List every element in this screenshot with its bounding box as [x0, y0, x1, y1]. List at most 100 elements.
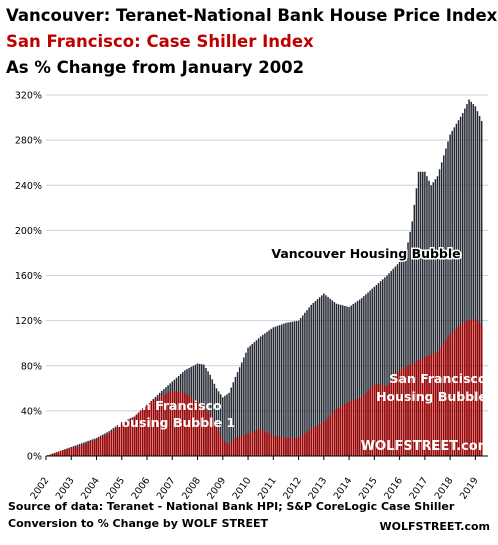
san-francisco-bar	[346, 402, 348, 456]
san-francisco-bar	[470, 319, 472, 456]
san-francisco-bar	[186, 394, 188, 456]
san-francisco-bar	[68, 448, 70, 456]
san-francisco-bar	[139, 410, 142, 456]
vancouver-bar	[224, 395, 226, 456]
san-francisco-bar	[148, 402, 150, 456]
san-francisco-bar	[272, 435, 275, 456]
san-francisco-bar	[188, 395, 190, 456]
vancouver-bar	[287, 322, 289, 456]
vancouver-bar	[459, 116, 462, 456]
vancouver-bar	[308, 307, 310, 456]
san-francisco-bar	[316, 425, 319, 456]
san-francisco-bar	[209, 413, 211, 456]
san-francisco-bar	[262, 430, 264, 456]
san-francisco-bar	[78, 445, 81, 456]
san-francisco-bar	[257, 429, 260, 456]
san-francisco-bar	[236, 437, 239, 456]
vancouver-bar	[396, 264, 399, 456]
vancouver-bar	[348, 307, 350, 456]
san-francisco-bar	[152, 400, 155, 456]
vancouver-bar	[251, 343, 254, 456]
san-francisco-bar	[129, 419, 131, 456]
vancouver-bar	[318, 297, 321, 456]
vancouver-bar	[379, 281, 382, 456]
x-tick-label: 2002	[29, 475, 52, 500]
san-francisco-bar	[327, 417, 329, 456]
san-francisco-bar	[247, 433, 249, 456]
vancouver-bar	[445, 148, 447, 456]
x-tick-label: 2007	[155, 475, 178, 500]
san-francisco-bar	[264, 431, 266, 456]
san-francisco-bar	[384, 385, 386, 456]
vancouver-bar	[219, 394, 222, 456]
san-francisco-bar	[245, 434, 247, 456]
chart-canvas: 0% 40% 80% 120% 160% 200% 240% 280% 320% 2002 2003…	[14, 90, 488, 500]
vancouver-bar	[228, 392, 230, 456]
vancouver-bar	[457, 120, 460, 456]
san-francisco-bar	[253, 431, 256, 456]
vancouver-bar	[386, 275, 388, 456]
vancouver-bar	[278, 325, 281, 456]
vancouver-bar	[470, 101, 472, 457]
y-tick-label: 160%	[15, 271, 42, 282]
vancouver-bar	[405, 252, 407, 456]
san-francisco-bar	[64, 449, 66, 456]
san-francisco-bar	[440, 346, 443, 456]
san-francisco-bar	[304, 433, 306, 456]
vancouver-bar	[453, 127, 456, 456]
vancouver-bar	[291, 321, 294, 456]
vancouver-bar	[270, 328, 272, 456]
san-francisco-bar	[417, 360, 420, 456]
vancouver-bar	[476, 111, 479, 456]
san-francisco-bar	[276, 436, 279, 456]
san-francisco-bar	[436, 352, 439, 456]
san-francisco-bar	[443, 343, 445, 456]
san-francisco-bar	[234, 437, 237, 456]
san-francisco-bar	[285, 437, 287, 456]
chart-title-line1: Vancouver: Teranet-National Bank House P…	[6, 6, 498, 25]
san-francisco-bar	[400, 369, 403, 456]
san-francisco-bar	[424, 356, 426, 456]
san-francisco-bar	[175, 391, 178, 456]
san-francisco-bar	[97, 438, 100, 456]
san-francisco-bar	[81, 445, 83, 456]
san-francisco-bar	[274, 436, 277, 456]
vancouver-bar	[468, 99, 470, 456]
vancouver-annotation: Vancouver Housing Bubble	[271, 246, 460, 261]
vancouver-bar	[234, 377, 237, 456]
san-francisco-bar	[192, 398, 195, 456]
san-francisco-bar	[438, 349, 441, 456]
x-tick-label: 2009	[205, 475, 228, 500]
san-francisco-bar	[333, 410, 336, 456]
vancouver-bar	[398, 261, 401, 456]
san-francisco-bar	[289, 437, 291, 456]
vancouver-bar	[232, 382, 235, 456]
vancouver-bar	[392, 268, 395, 456]
san-francisco-bar	[352, 400, 355, 456]
san-francisco-bar	[455, 328, 458, 456]
x-tick-label: 2003	[54, 475, 77, 500]
san-francisco-bar	[419, 358, 422, 456]
san-francisco-bar	[118, 425, 121, 456]
san-francisco-bar	[428, 355, 430, 456]
san-francisco-bar	[312, 427, 315, 456]
vancouver-bar	[285, 322, 287, 456]
san-francisco-bar	[196, 401, 199, 456]
vancouver-bar	[365, 294, 367, 456]
san-francisco-bar	[116, 427, 119, 456]
san-francisco-bar	[163, 395, 165, 456]
san-francisco-bar	[449, 334, 451, 456]
san-francisco-bar	[161, 396, 163, 456]
san-francisco-bar	[266, 432, 268, 456]
san-francisco-bar	[144, 406, 146, 456]
san-francisco-bar	[407, 365, 409, 456]
san-francisco-bar	[434, 352, 437, 456]
vancouver-bar	[464, 108, 466, 456]
x-tick-label: 2012	[281, 475, 304, 500]
footer-brand: WOLFSTREET.com	[379, 520, 490, 533]
san-francisco-bar	[127, 420, 129, 456]
san-francisco-bar	[363, 395, 365, 456]
x-tick-label: 2008	[180, 475, 203, 500]
san-francisco-bar	[367, 390, 369, 456]
vancouver-bar	[478, 116, 481, 456]
